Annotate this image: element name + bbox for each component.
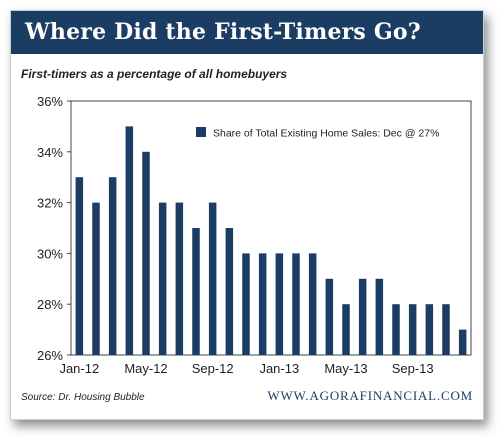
bar	[392, 304, 400, 355]
y-tick-label: 28%	[37, 297, 63, 312]
bar	[258, 253, 267, 355]
y-tick-label: 32%	[37, 196, 63, 211]
chart-card: Where Did the First-Timers Go? First-tim…	[10, 10, 484, 420]
bar	[158, 202, 167, 355]
bar	[125, 126, 134, 356]
bar	[142, 151, 150, 355]
bar	[408, 304, 417, 355]
bar	[208, 202, 217, 355]
bar	[108, 177, 117, 355]
x-tick-label: Sep-13	[392, 361, 434, 376]
x-tick-label: May-13	[324, 361, 367, 376]
bar	[342, 304, 350, 355]
website-link[interactable]: WWW.AGORAFINANCIAL.COM	[267, 388, 473, 403]
bar	[292, 253, 300, 355]
bar	[175, 202, 184, 355]
legend-swatch	[196, 127, 206, 137]
chart-title: Where Did the First-Timers Go?	[11, 11, 483, 54]
bar	[458, 329, 467, 355]
bar	[425, 304, 434, 355]
y-tick-label: 30%	[37, 246, 63, 261]
bar	[375, 278, 384, 355]
plot-frame	[70, 100, 472, 356]
y-tick-label: 34%	[37, 145, 63, 160]
plot-area: 26% 28% 30% 32% 34% 36% Jan-12 May-12 Sep-12 Jan-…	[37, 94, 472, 376]
source-note: Source: Dr. Housing Bubble	[21, 392, 145, 403]
x-tick-label: Jan-12	[59, 361, 99, 376]
y-tick-label: 26%	[37, 348, 63, 363]
bar	[275, 253, 284, 355]
bar	[442, 304, 450, 355]
chart-subtitle: First-timers as a percentage of all home…	[21, 67, 288, 81]
bar	[92, 202, 100, 355]
bar	[325, 278, 334, 355]
x-tick-label: Sep-12	[192, 361, 234, 376]
bar	[192, 228, 200, 355]
bar	[358, 278, 367, 355]
bar	[225, 228, 234, 355]
bar-chart: 26% 28% 30% 32% 34% 36% Jan-12 May-12 Sep-12 Jan-…	[37, 94, 472, 376]
legend-label: Share of Total Existing Home Sales: Dec …	[213, 128, 439, 140]
bar	[308, 253, 317, 355]
bar	[242, 253, 250, 355]
x-tick-label: Jan-13	[259, 361, 299, 376]
x-tick-label: May-12	[124, 361, 167, 376]
bar	[75, 177, 84, 355]
y-tick-label: 36%	[37, 94, 63, 109]
